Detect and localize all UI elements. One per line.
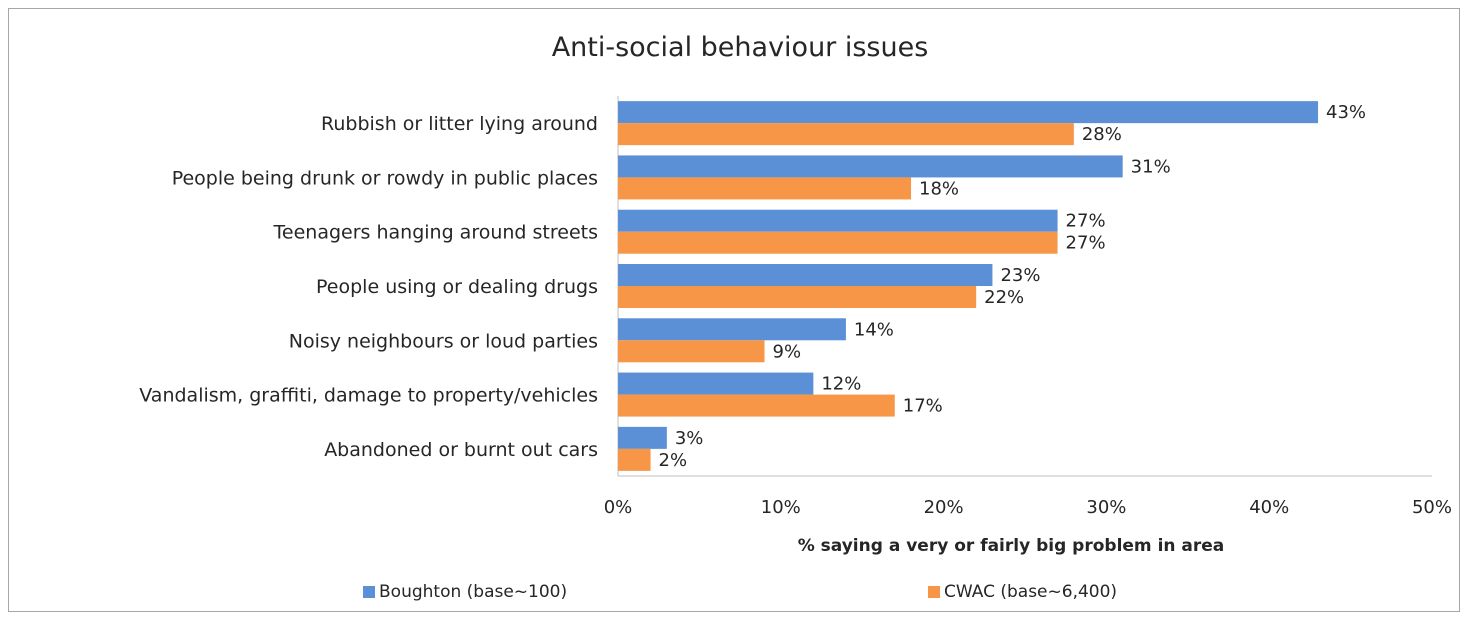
data-label-cwac-vandalism-graffiti-damage-to-property-vehicles: 17% (903, 396, 943, 417)
bar-cwac-noisy-neighbours-or-loud-parties (618, 340, 765, 363)
x-tick-label-0: 0% (604, 497, 633, 518)
category-label-abandoned-or-burnt-out-cars: Abandoned or burnt out cars (324, 439, 598, 461)
x-tick-label-3: 30% (1086, 497, 1126, 518)
bar-boughton-vandalism-graffiti-damage-to-property-vehicles (618, 372, 814, 395)
bar-cwac-rubbish-or-litter-lying-around (618, 123, 1074, 146)
chart-title: Anti-social behaviour issues (552, 32, 929, 63)
bar-boughton-teenagers-hanging-around-streets (618, 209, 1058, 232)
data-label-cwac-teenagers-hanging-around-streets: 27% (1066, 233, 1106, 254)
bar-boughton-rubbish-or-litter-lying-around (618, 101, 1319, 124)
data-label-boughton-people-being-drunk-or-rowdy-in-public-places: 31% (1131, 156, 1171, 177)
legend-item-boughton: Boughton (base~100) (363, 582, 567, 602)
data-label-cwac-abandoned-or-burnt-out-cars: 2% (659, 450, 688, 471)
data-label-boughton-noisy-neighbours-or-loud-parties: 14% (854, 319, 894, 340)
x-tick-label-4: 40% (1249, 497, 1289, 518)
bar-boughton-people-being-drunk-or-rowdy-in-public-places (618, 155, 1123, 178)
data-label-boughton-teenagers-hanging-around-streets: 27% (1066, 211, 1106, 232)
x-axis-label: % saying a very or fairly big problem in… (798, 536, 1225, 556)
data-label-cwac-people-using-or-dealing-drugs: 22% (984, 287, 1024, 308)
data-label-boughton-rubbish-or-litter-lying-around: 43% (1326, 102, 1366, 123)
bar-cwac-people-being-drunk-or-rowdy-in-public-places (618, 177, 912, 200)
data-label-boughton-abandoned-or-burnt-out-cars: 3% (675, 428, 704, 449)
bar-cwac-teenagers-hanging-around-streets (618, 231, 1058, 254)
category-label-people-using-or-dealing-drugs: People using or dealing drugs (316, 276, 598, 298)
category-label-noisy-neighbours-or-loud-parties: Noisy neighbours or loud parties (289, 330, 598, 352)
category-label-people-being-drunk-or-rowdy-in-public-places: People being drunk or rowdy in public pl… (172, 167, 598, 189)
category-label-rubbish-or-litter-lying-around: Rubbish or litter lying around (321, 113, 598, 135)
x-tick-label-5: 50% (1412, 497, 1452, 518)
data-label-boughton-people-using-or-dealing-drugs: 23% (1000, 265, 1040, 286)
legend-swatch-boughton (363, 586, 375, 598)
data-label-cwac-noisy-neighbours-or-loud-parties: 9% (773, 341, 802, 362)
bar-boughton-noisy-neighbours-or-loud-parties (618, 318, 846, 341)
legend-swatch-cwac (928, 586, 940, 598)
data-label-cwac-rubbish-or-litter-lying-around: 28% (1082, 124, 1122, 145)
bar-cwac-abandoned-or-burnt-out-cars (618, 448, 651, 471)
category-label-vandalism-graffiti-damage-to-property-vehicles: Vandalism, graffiti, damage to property/… (139, 385, 598, 407)
bar-cwac-people-using-or-dealing-drugs (618, 286, 977, 308)
x-tick-label-2: 20% (924, 497, 964, 518)
category-label-teenagers-hanging-around-streets: Teenagers hanging around streets (273, 222, 598, 244)
x-tick-label-1: 10% (761, 497, 801, 518)
legend-item-cwac: CWAC (base~6,400) (928, 582, 1117, 602)
bar-boughton-abandoned-or-burnt-out-cars (618, 426, 667, 449)
data-label-cwac-people-being-drunk-or-rowdy-in-public-places: 18% (919, 178, 959, 199)
legend-label-cwac: CWAC (base~6,400) (944, 582, 1118, 602)
legend-label-boughton: Boughton (base~100) (379, 582, 568, 602)
bar-cwac-vandalism-graffiti-damage-to-property-vehicles (618, 394, 895, 417)
data-label-boughton-vandalism-graffiti-damage-to-property-vehicles: 12% (821, 374, 861, 395)
bar-boughton-people-using-or-dealing-drugs (618, 264, 993, 286)
